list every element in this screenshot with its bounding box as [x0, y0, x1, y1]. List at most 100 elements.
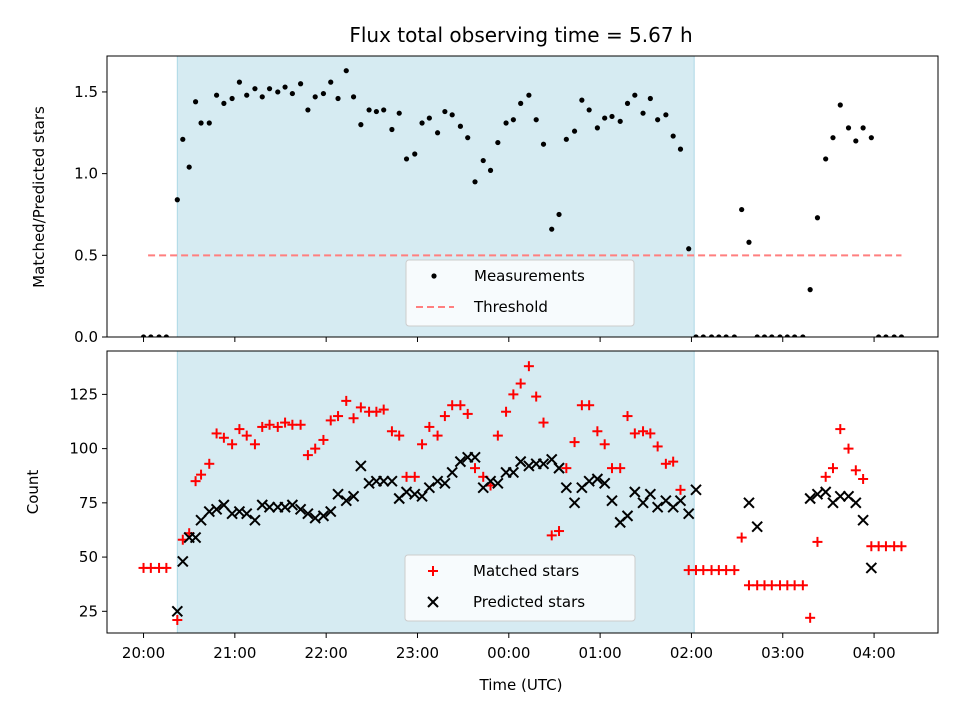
matched-stars-point — [599, 439, 610, 450]
measurement-point — [244, 92, 250, 98]
matched-stars-point — [341, 395, 352, 406]
matched-stars-point — [394, 430, 405, 441]
matched-stars-point — [204, 458, 215, 469]
predicted-stars-point — [309, 512, 321, 524]
measurement-point — [868, 135, 874, 141]
predicted-stars-point — [583, 475, 595, 487]
measurement-point — [186, 164, 192, 170]
x-tick-label: 20:00 — [122, 644, 165, 662]
matched-stars-point — [310, 443, 321, 454]
measurement-point — [480, 157, 486, 164]
predicted-stars-point — [294, 503, 307, 516]
top-legend: Measurements Threshold — [405, 259, 635, 327]
predicted-stars-point — [514, 455, 527, 468]
measurement-point — [252, 86, 258, 92]
predicted-stars-point — [177, 555, 189, 568]
predicted-stars-point — [834, 490, 846, 503]
y-tick-label: 50 — [79, 548, 98, 566]
measurement-point — [579, 97, 585, 103]
measurement-point — [305, 107, 311, 113]
matched-stars-point — [850, 465, 861, 476]
measurement-point — [297, 81, 304, 87]
measurement-point — [389, 126, 395, 133]
measurement-point — [700, 334, 706, 337]
predicted-stars-point — [317, 510, 330, 522]
matched-stars-point — [538, 417, 549, 428]
measurement-point — [632, 92, 638, 98]
measurement-point — [419, 120, 425, 126]
predicted-stars-point — [256, 499, 268, 511]
measurement-point — [403, 156, 410, 162]
measurement-point — [259, 94, 265, 100]
bottom-y-axis-label: Count — [24, 470, 42, 515]
y-tick-label: 1.5 — [74, 83, 98, 101]
x-tick-label: 00:00 — [487, 644, 530, 662]
predicted-stars-point — [218, 499, 230, 511]
measurement-point — [518, 100, 524, 106]
x-tick-label: 21:00 — [213, 644, 256, 662]
measurement-point — [174, 197, 180, 203]
predicted-stars-point — [469, 451, 481, 463]
legend-marker — [431, 273, 437, 279]
matched-stars-point — [843, 443, 854, 454]
predicted-stars-point — [492, 477, 504, 490]
matched-stars-point — [622, 411, 633, 422]
measurement-point — [814, 215, 821, 221]
matched-stars-point — [675, 484, 686, 495]
measurement-point — [898, 334, 905, 337]
measurement-point — [140, 334, 147, 337]
matched-stars-point — [492, 430, 503, 441]
matched-stars-point — [417, 439, 428, 450]
measurement-point — [358, 122, 364, 128]
matched-stars-point — [386, 426, 397, 437]
predicted-stars-point — [690, 484, 702, 496]
measurement-point — [784, 334, 790, 337]
measurement-point — [266, 86, 273, 92]
measurement-point — [148, 334, 154, 337]
matched-stars-point — [257, 421, 268, 432]
legend-marker — [427, 596, 439, 608]
legend-entry: Predicted stars — [427, 593, 585, 611]
matched-stars-point — [196, 469, 207, 480]
predicted-stars-point — [560, 481, 573, 494]
measurement-point — [617, 118, 623, 124]
matched-stars-point — [615, 463, 626, 474]
predicted-stars-point — [811, 488, 824, 500]
matched-stars-point — [645, 428, 656, 439]
matched-stars-point — [812, 536, 823, 547]
predicted-stars-point — [743, 497, 755, 509]
measurement-point — [533, 117, 539, 123]
top-y-axis-label: Matched/Predicted stars — [30, 106, 48, 288]
measurement-point — [289, 90, 295, 97]
predicted-stars-point — [446, 466, 458, 479]
legend-label: Matched stars — [473, 562, 579, 580]
measurement-point — [335, 95, 341, 102]
measurement-point — [510, 117, 516, 123]
predicted-stars-point — [553, 462, 565, 474]
matched-stars-point — [218, 432, 229, 443]
predicted-stars-point — [195, 514, 207, 526]
measurement-point — [457, 123, 464, 129]
measurement-point — [876, 334, 882, 337]
matched-stars-point — [652, 441, 663, 452]
predicted-stars-point — [400, 486, 413, 498]
predicted-stars-point — [355, 460, 367, 472]
predicted-stars-point — [233, 505, 246, 518]
legend-entry: Threshold — [416, 298, 548, 316]
x-tick-label: 22:00 — [305, 644, 348, 662]
matched-stars-point — [439, 411, 450, 422]
measurement-point — [594, 125, 600, 131]
x-tick-label: 03:00 — [761, 644, 804, 662]
matched-stars-point — [432, 430, 443, 441]
matched-stars-point — [523, 361, 534, 372]
measurement-point — [602, 115, 608, 121]
predicted-stars-point — [263, 501, 276, 513]
predicted-stars-point — [682, 507, 695, 520]
matched-stars-point — [638, 426, 649, 437]
matched-stars-point — [272, 421, 283, 432]
measurement-point — [655, 117, 661, 123]
legend-label: Threshold — [473, 298, 548, 316]
measurement-point — [853, 138, 859, 144]
x-tick-label: 04:00 — [852, 644, 895, 662]
